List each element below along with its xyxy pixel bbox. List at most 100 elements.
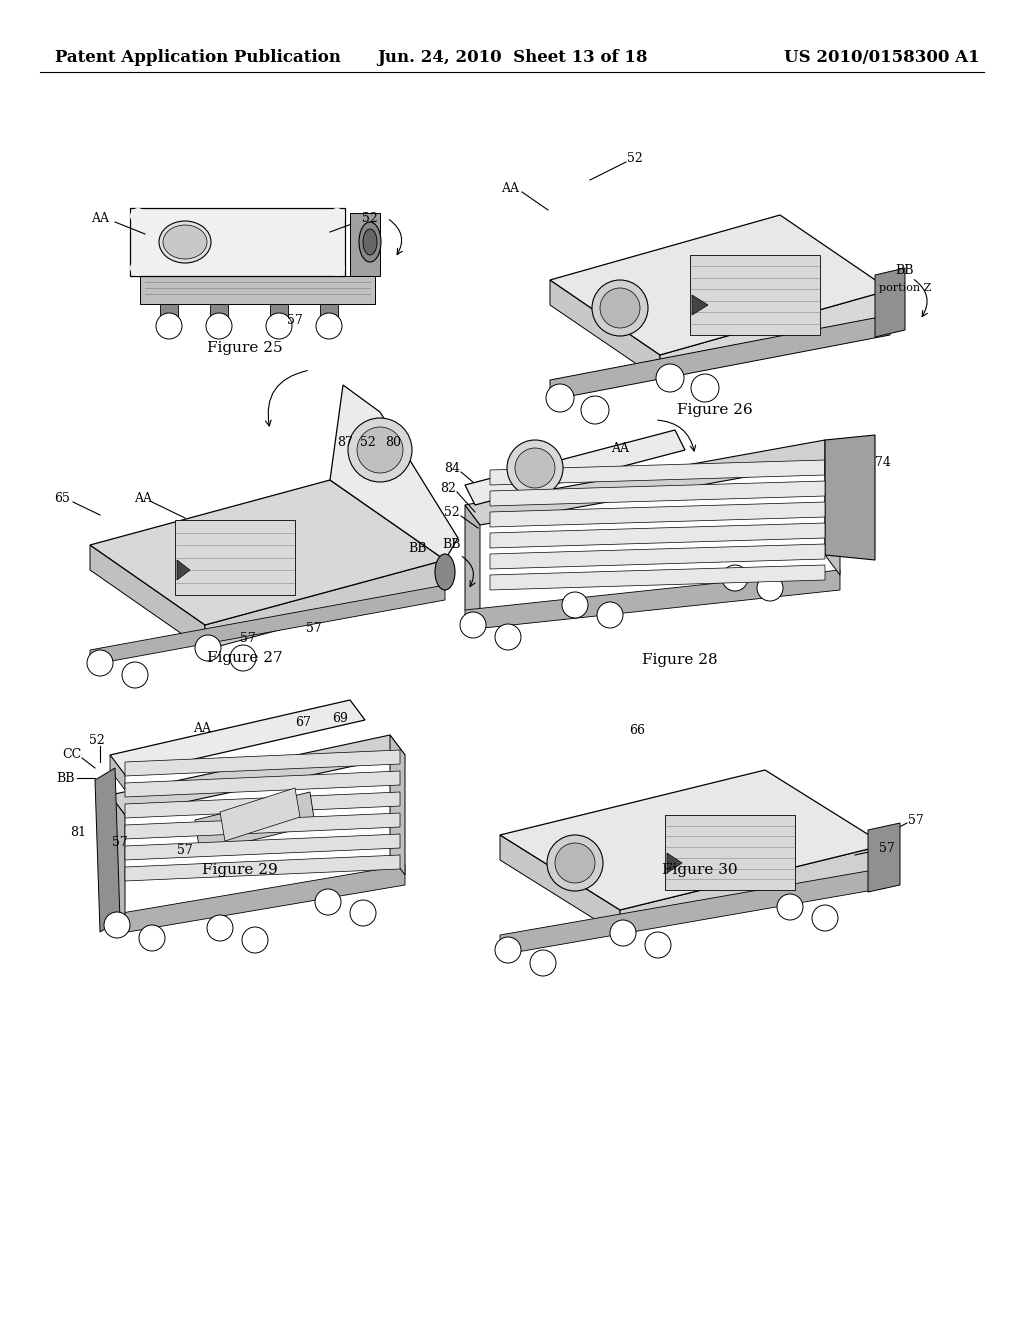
Polygon shape: [390, 735, 406, 875]
Ellipse shape: [359, 222, 381, 261]
Polygon shape: [110, 700, 365, 775]
Circle shape: [515, 447, 555, 488]
Circle shape: [656, 364, 684, 392]
Circle shape: [600, 288, 640, 327]
Text: 82: 82: [440, 482, 456, 495]
Polygon shape: [465, 440, 840, 525]
Text: 57: 57: [240, 631, 256, 644]
Circle shape: [555, 843, 595, 883]
Polygon shape: [667, 853, 682, 873]
Polygon shape: [620, 845, 885, 935]
Text: Figure 30: Figure 30: [663, 863, 738, 876]
Circle shape: [645, 932, 671, 958]
Text: 57: 57: [177, 843, 193, 857]
Circle shape: [156, 313, 182, 339]
Polygon shape: [465, 506, 480, 630]
Circle shape: [315, 888, 341, 915]
Polygon shape: [125, 813, 400, 840]
Circle shape: [722, 565, 748, 591]
Circle shape: [329, 209, 345, 224]
Circle shape: [130, 209, 146, 224]
Polygon shape: [220, 788, 300, 841]
Polygon shape: [210, 304, 228, 318]
Text: AA: AA: [193, 722, 211, 734]
Text: 57: 57: [112, 836, 128, 849]
Polygon shape: [140, 276, 375, 304]
Bar: [175, 520, 295, 595]
Circle shape: [460, 612, 486, 638]
Circle shape: [812, 906, 838, 931]
Polygon shape: [125, 792, 400, 818]
Text: Figure 26: Figure 26: [677, 403, 753, 417]
Polygon shape: [490, 544, 825, 569]
Circle shape: [777, 894, 803, 920]
Text: 69: 69: [332, 711, 348, 725]
Polygon shape: [490, 502, 825, 527]
Polygon shape: [660, 290, 890, 380]
Polygon shape: [177, 560, 190, 579]
Bar: [665, 814, 795, 890]
Circle shape: [597, 602, 623, 628]
Text: AA: AA: [91, 211, 109, 224]
Text: US 2010/0158300 A1: US 2010/0158300 A1: [784, 49, 980, 66]
Text: Patent Application Publication: Patent Application Publication: [55, 49, 341, 66]
Circle shape: [104, 912, 130, 939]
Polygon shape: [330, 385, 458, 560]
Text: 67: 67: [295, 715, 311, 729]
Polygon shape: [500, 836, 620, 935]
Ellipse shape: [159, 220, 211, 263]
Polygon shape: [550, 280, 660, 380]
Ellipse shape: [362, 228, 377, 255]
Polygon shape: [500, 770, 885, 909]
Text: Jun. 24, 2010  Sheet 13 of 18: Jun. 24, 2010 Sheet 13 of 18: [377, 49, 647, 66]
Polygon shape: [90, 480, 445, 624]
Text: 80: 80: [385, 436, 401, 449]
Polygon shape: [110, 735, 406, 814]
Circle shape: [230, 645, 256, 671]
Circle shape: [130, 260, 146, 276]
Circle shape: [207, 915, 233, 941]
Polygon shape: [490, 459, 825, 484]
Polygon shape: [465, 570, 840, 630]
Text: AA: AA: [611, 441, 629, 454]
Ellipse shape: [163, 224, 207, 259]
Polygon shape: [110, 795, 125, 935]
Text: 84: 84: [444, 462, 460, 474]
Circle shape: [507, 440, 563, 496]
Polygon shape: [465, 430, 685, 506]
Polygon shape: [550, 315, 890, 400]
Text: AA: AA: [134, 491, 152, 504]
Polygon shape: [95, 768, 120, 932]
Circle shape: [562, 591, 588, 618]
Polygon shape: [160, 304, 178, 318]
Text: BB: BB: [409, 541, 427, 554]
Polygon shape: [125, 834, 400, 861]
Polygon shape: [130, 209, 345, 276]
Text: 52: 52: [89, 734, 104, 747]
Ellipse shape: [435, 554, 455, 590]
Text: 52: 52: [627, 152, 643, 165]
Polygon shape: [825, 440, 840, 576]
Text: 81: 81: [70, 825, 86, 838]
Text: Figure 29: Figure 29: [202, 863, 278, 876]
Text: 57: 57: [908, 813, 924, 826]
Polygon shape: [490, 523, 825, 548]
Polygon shape: [270, 304, 288, 318]
Circle shape: [195, 635, 221, 661]
Circle shape: [266, 313, 292, 339]
Polygon shape: [550, 215, 890, 355]
Circle shape: [87, 649, 113, 676]
Polygon shape: [205, 560, 445, 649]
Text: BB: BB: [442, 539, 461, 552]
Circle shape: [329, 260, 345, 276]
Polygon shape: [500, 869, 885, 954]
Polygon shape: [90, 545, 205, 649]
Circle shape: [206, 313, 232, 339]
Circle shape: [581, 396, 609, 424]
Circle shape: [350, 900, 376, 927]
Text: Figure 25: Figure 25: [207, 341, 283, 355]
Text: 57: 57: [306, 622, 322, 635]
Circle shape: [348, 418, 412, 482]
Circle shape: [530, 950, 556, 975]
Text: 52: 52: [444, 506, 460, 519]
